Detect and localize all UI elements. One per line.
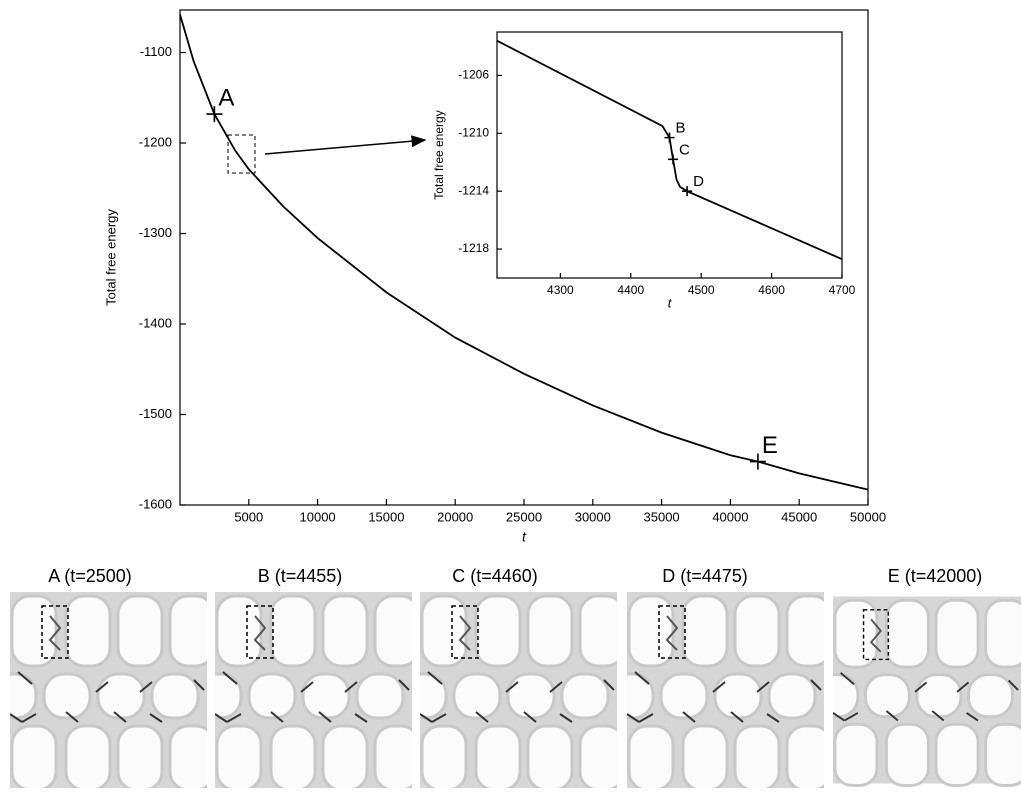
y-axis-title: Total free energy: [432, 110, 446, 199]
point-label: D: [693, 173, 704, 190]
panel-label: D (t=4475): [662, 566, 748, 586]
y-tick-label: -1210: [458, 125, 489, 139]
panel-label: B (t=4455): [258, 566, 343, 586]
panel-image: [816, 596, 1021, 785]
y-axis-title: Total free energy: [103, 209, 118, 306]
point-label: B: [676, 120, 686, 137]
y-tick-label: -1214: [458, 183, 489, 197]
x-tick-label: 4500: [688, 283, 715, 297]
y-tick-label: -1300: [139, 225, 172, 240]
point-label: E: [762, 432, 778, 459]
panel-label: A (t=2500): [48, 566, 132, 586]
figure: A (t=2500) B (t=4455) C (t=4460) D (t=44…: [0, 0, 1021, 788]
y-tick-label: -1400: [139, 315, 172, 330]
y-tick-label: -1600: [139, 496, 172, 511]
x-tick-label: 45000: [781, 509, 817, 524]
y-tick-label: -1500: [139, 406, 172, 421]
panel-image: [0, 592, 214, 788]
panel-label: C (t=4460): [452, 566, 538, 586]
panel-image: [609, 592, 831, 788]
x-tick-label: 35000: [644, 509, 680, 524]
x-tick-label: 10000: [300, 509, 336, 524]
panels: A (t=2500) B (t=4455) C (t=4460) D (t=44…: [0, 566, 1021, 788]
point-label: A: [218, 84, 234, 111]
panel-image: [197, 592, 419, 788]
x-tick-label: 5000: [234, 509, 263, 524]
x-tick-label: 20000: [437, 509, 473, 524]
inset-background: [497, 32, 842, 278]
x-tick-label: 4700: [829, 283, 856, 297]
y-tick-label: -1200: [139, 134, 172, 149]
x-tick-label: 4300: [547, 283, 574, 297]
x-tick-label: 4600: [758, 283, 785, 297]
zoom-box: [228, 135, 255, 173]
y-tick-label: -1206: [458, 68, 489, 82]
x-tick-label: 25000: [506, 509, 542, 524]
x-tick-label: 4400: [617, 283, 644, 297]
y-tick-label: -1218: [458, 241, 489, 255]
panel-image: [402, 592, 624, 788]
zoom-arrow: [265, 140, 425, 154]
x-axis-title: t: [522, 529, 527, 545]
x-tick-label: 40000: [712, 509, 748, 524]
point-label: C: [679, 141, 690, 158]
y-tick-label: -1100: [140, 44, 172, 59]
x-axis-title: t: [668, 295, 673, 310]
chart: 4300 4400 4500 4600 4700 -1206 -1210 -1214 -1218…: [432, 32, 855, 310]
x-tick-label: 15000: [368, 509, 404, 524]
panel-label: E (t=42000): [888, 566, 983, 586]
x-tick-label: 30000: [575, 509, 611, 524]
x-tick-label: 50000: [850, 509, 886, 524]
